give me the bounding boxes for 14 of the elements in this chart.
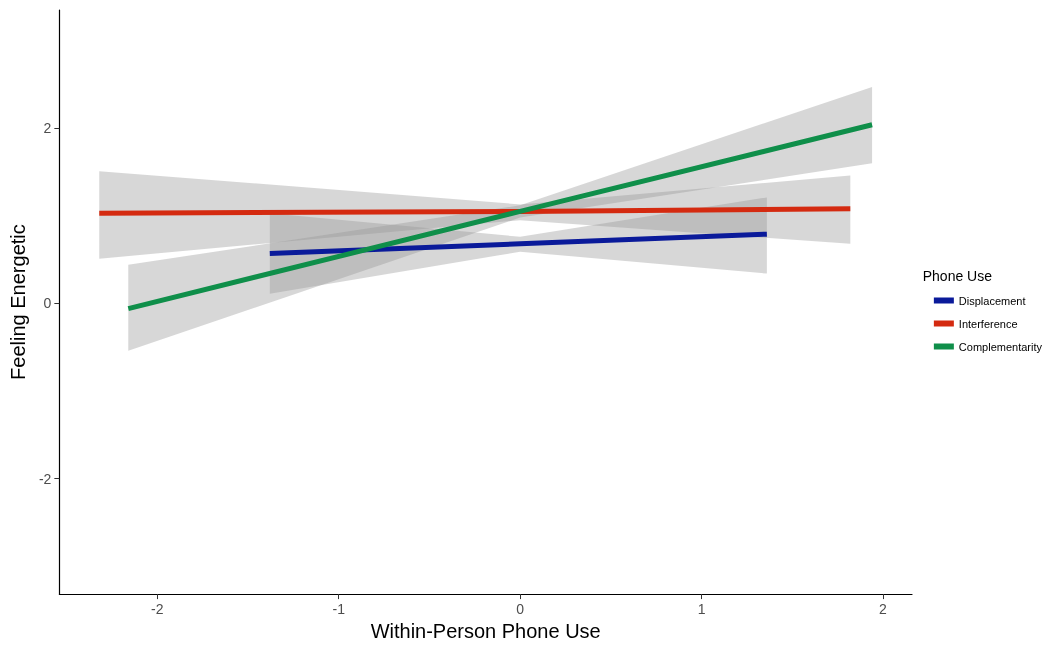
x-tick-label: -1: [332, 601, 346, 618]
legend-label: Interference: [958, 317, 1018, 330]
legend-label: Displacement: [958, 294, 1026, 307]
x-tick-label: 0: [516, 601, 525, 618]
x-tick-label: 2: [879, 601, 888, 618]
legend-title: Phone Use: [922, 268, 993, 284]
y-tick-label: 2: [43, 120, 52, 137]
x-axis-title: Within-Person Phone Use: [370, 620, 601, 642]
x-tick-label: 1: [697, 601, 706, 618]
y-tick-label: -2: [38, 470, 52, 487]
y-axis-title: Feeling Energetic: [7, 224, 29, 380]
x-tick-label: -2: [151, 601, 164, 618]
legend-label: Complementarity: [958, 340, 1043, 353]
y-tick-label: 0: [43, 295, 52, 312]
